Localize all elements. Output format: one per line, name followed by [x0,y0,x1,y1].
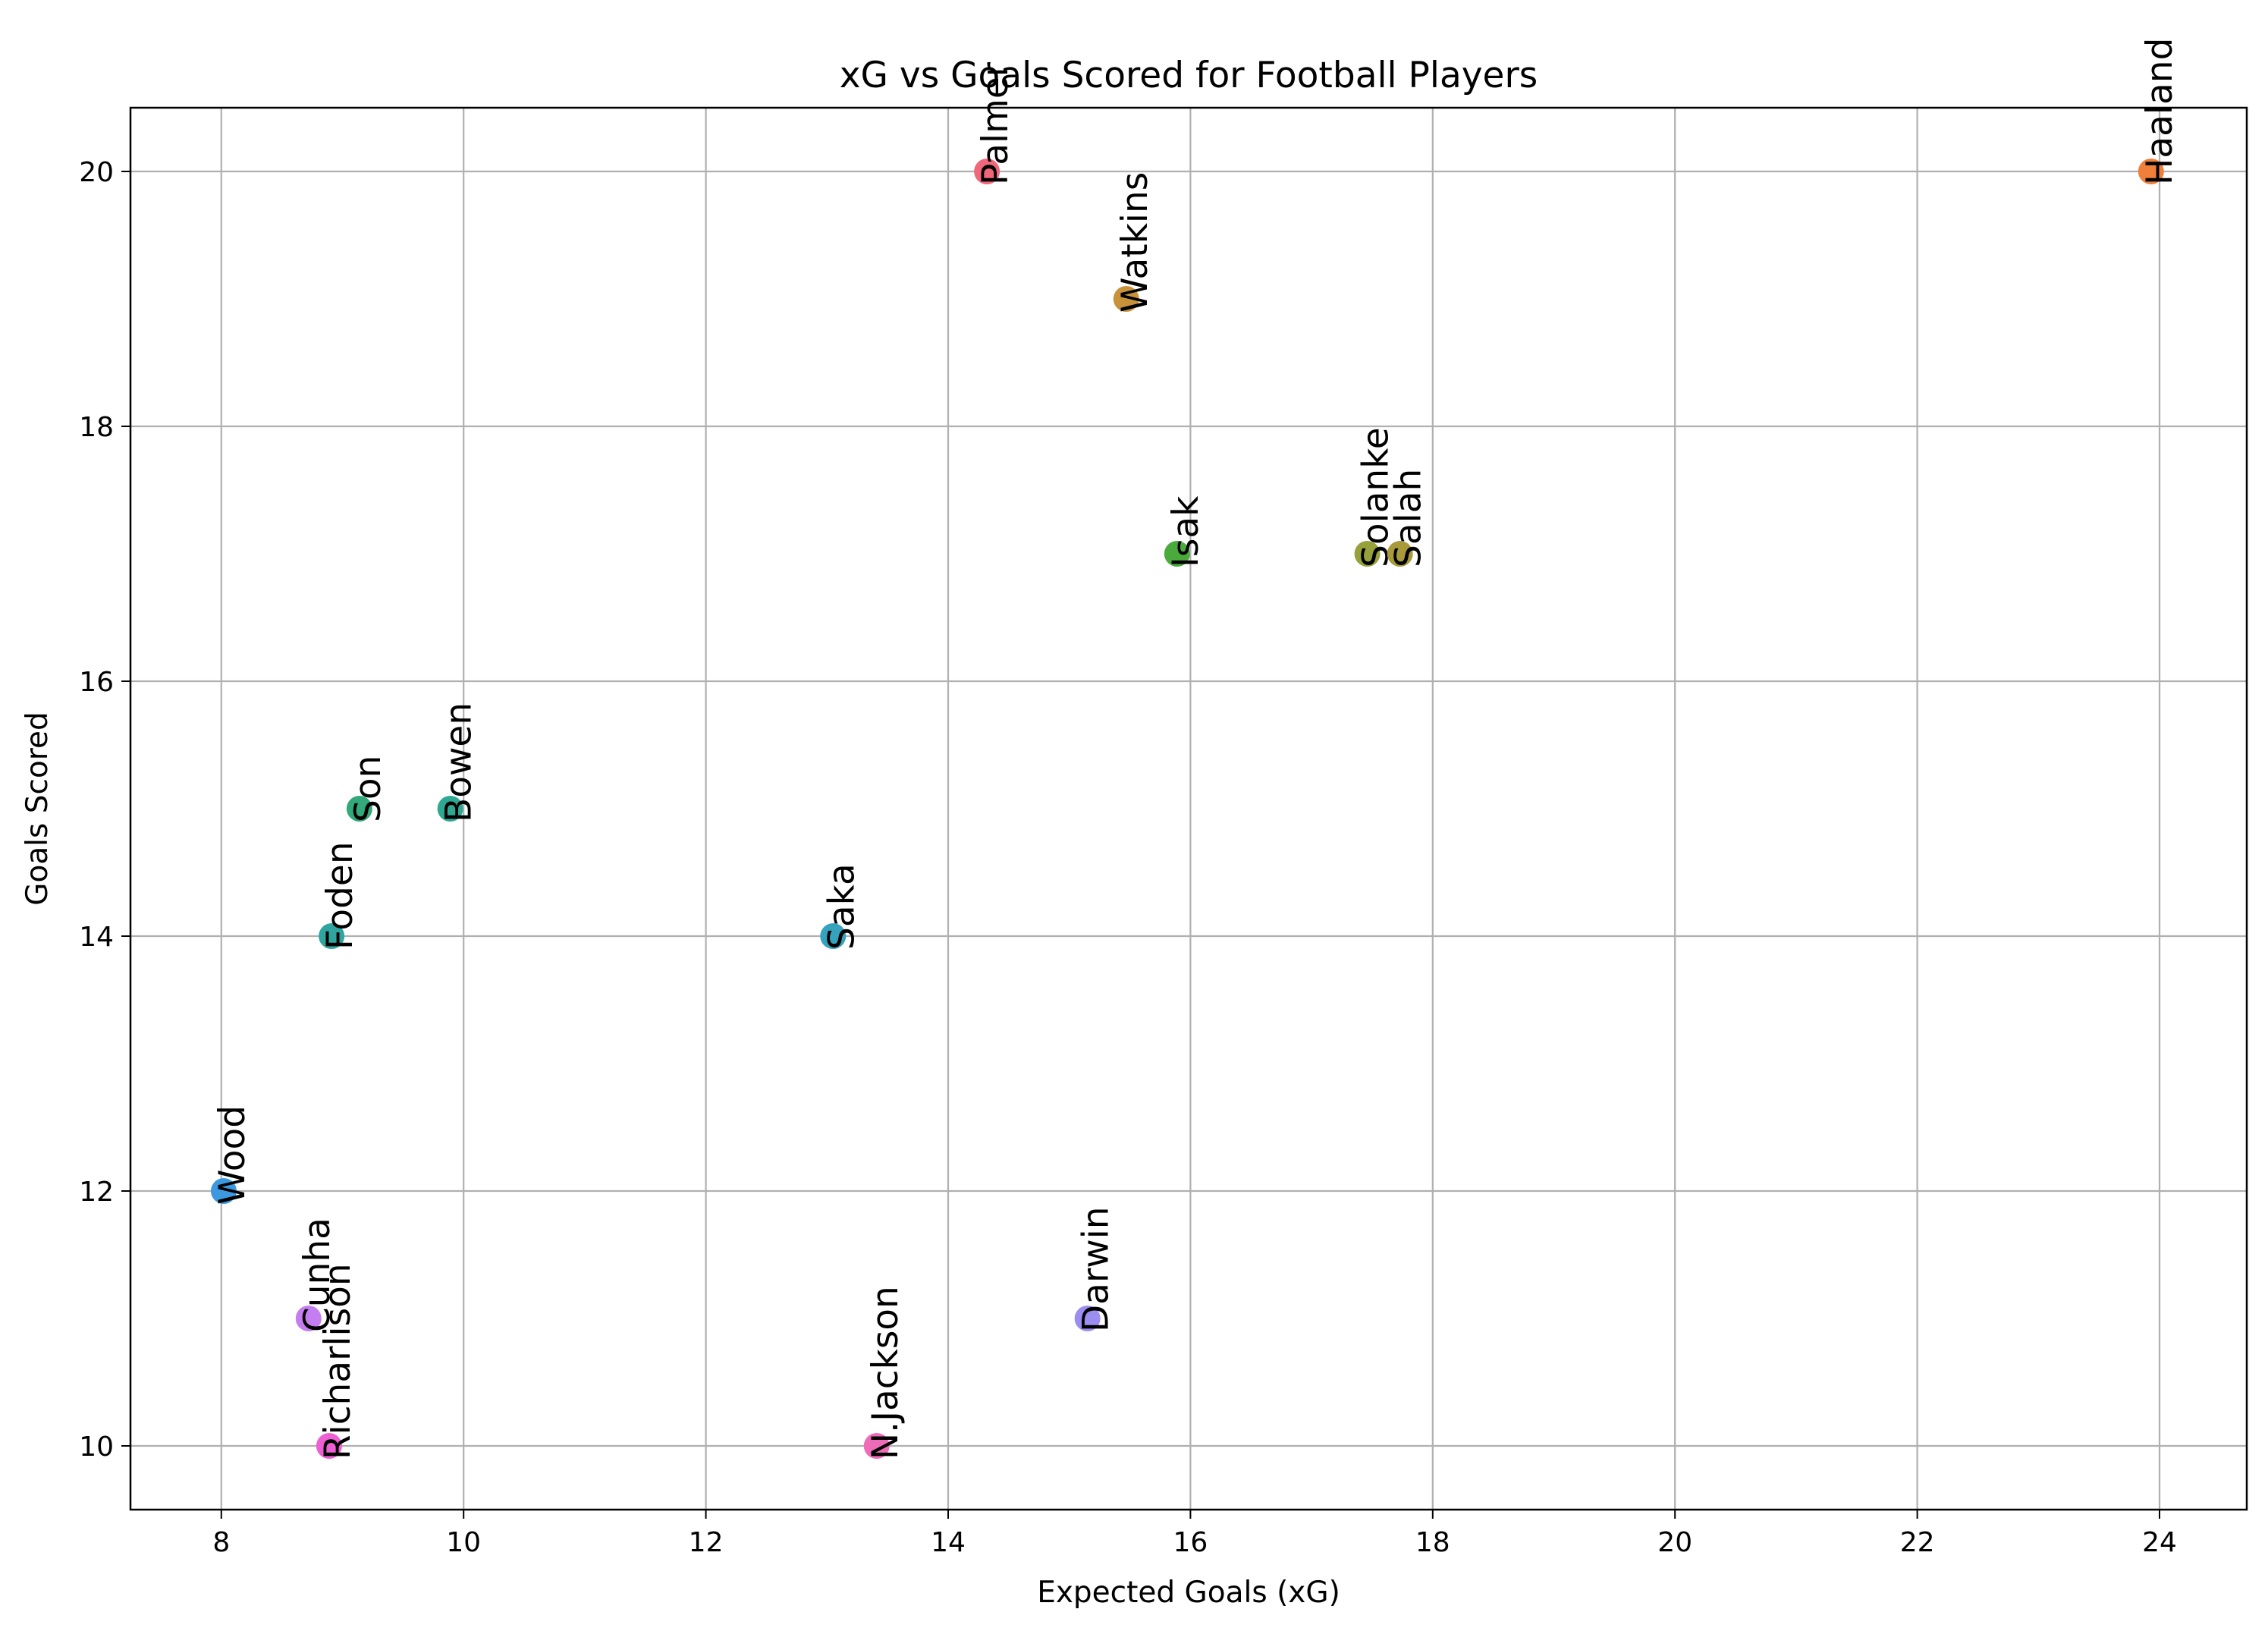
point-label: Bowen [438,702,480,822]
data-point [295,1306,322,1331]
point-label: Haaland [2139,38,2181,185]
data-point [210,1178,237,1204]
data-point [974,159,1000,184]
grid-lines [130,108,2247,1510]
data-point [437,796,463,822]
point-label: Solanke [1355,427,1397,567]
y-tick-label: 20 [79,157,114,188]
x-tick-label: 20 [1657,1527,1692,1558]
x-tick-label: 10 [446,1527,481,1558]
point-label: Saka [821,863,862,950]
data-point [2138,159,2164,184]
axis-ticks: 8 10 12 14 16 18 20 22 24 10 12 14 16 18 20 [79,157,2177,1558]
data-point [863,1433,890,1459]
plot-frame [129,106,2248,1511]
point-label: Richarlison [317,1263,359,1460]
y-tick-label: 18 [79,412,114,443]
data-point [1113,286,1139,312]
point-label: Palmer [975,61,1016,185]
data-point [1074,1306,1101,1331]
data-point [820,923,847,949]
y-tick-label: 16 [79,667,114,698]
data-point [1354,541,1381,567]
point-label: Darwin [1076,1206,1117,1332]
x-tick-label: 8 [212,1527,230,1558]
y-axis-label: Goals Scored [20,712,55,906]
x-tick-label: 14 [931,1527,966,1558]
chart-title: xG vs Goals Scored for Football Players [840,55,1538,96]
point-label: Wood [212,1105,253,1205]
data-point [316,1433,342,1459]
data-point [1387,541,1413,567]
point-label: Salah [1388,469,1430,567]
x-axis-label: Expected Goals (xG) [1037,1576,1340,1610]
y-tick-label: 10 [79,1431,114,1463]
x-tick-label: 12 [689,1527,724,1558]
point-label: Watkins [1114,172,1156,313]
point-label: Cunha [297,1218,338,1332]
y-tick-label: 12 [79,1177,114,1208]
data-point [1164,541,1190,567]
x-tick-label: 24 [2142,1527,2177,1558]
point-label: Foden [319,841,361,950]
data-point [346,796,372,822]
y-tick-label: 14 [79,922,114,953]
data-point [319,923,345,949]
point-label: Son [347,756,389,822]
point-label: N.Jackson [865,1286,906,1460]
point-label: Isak [1165,495,1207,567]
x-tick-label: 16 [1173,1527,1208,1558]
x-tick-label: 18 [1415,1527,1450,1558]
x-tick-label: 22 [1900,1527,1935,1558]
